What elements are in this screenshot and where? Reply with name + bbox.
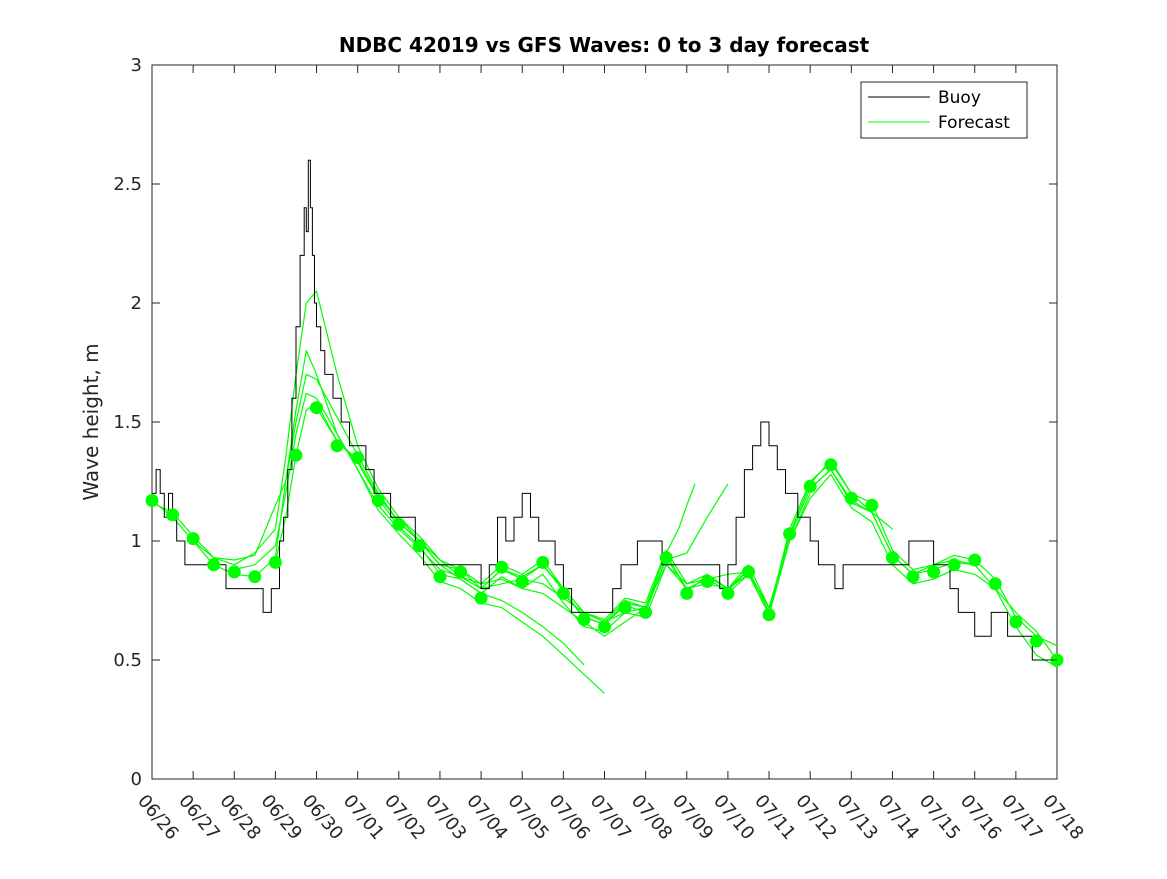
forecast-point [412,539,426,553]
forecast-point [1009,615,1023,629]
forecast-point [330,439,344,453]
forecast-point [474,591,488,605]
forecast-point [824,458,838,472]
forecast-point [248,570,262,584]
series-layer [145,159,1064,694]
forecast-point [886,551,899,565]
y-tick-label: 1 [131,531,142,552]
forecast-point [186,532,200,546]
y-tick-label: 1.5 [113,412,142,433]
forecast-point [536,555,550,569]
forecast-point [371,494,385,507]
y-tick-label: 2 [131,293,142,314]
legend: Buoy Forecast [860,81,1028,139]
forecast-point [598,620,611,634]
y-tick-label: 3 [131,55,142,76]
y-axis-label: Wave height, m [79,343,103,500]
legend-label-forecast: Forecast [938,113,1010,133]
forecast-point [618,601,632,615]
forecast-run-line-1 [151,290,585,666]
forecast-point [556,586,570,600]
forecast-point [906,570,920,584]
forecast-point [289,448,303,462]
forecast-point [968,553,982,567]
forecast-point [166,508,180,522]
forecast-point [947,558,961,572]
forecast-point [844,491,858,505]
y-tick-label: 2.5 [113,174,142,195]
forecast-point [659,551,673,565]
forecast-point [227,565,241,579]
forecast-point [700,575,714,588]
forecast-point [515,575,529,588]
legend-label-buoy: Buoy [938,88,981,108]
forecast-point [865,498,879,512]
y-tick-label: 0 [131,769,142,790]
forecast-point [762,608,776,622]
forecast-point [721,586,735,600]
buoy-series-line [152,159,1049,661]
forecast-point [268,555,282,569]
forecast-point [1029,634,1043,648]
forecast-point [454,565,467,579]
forecast-point [145,494,159,507]
forecast-point [680,586,694,600]
y-tick-label: 0.5 [113,650,142,671]
forecast-point [742,565,755,579]
forecast-run-line-4 [274,402,811,633]
forecast-point [577,613,591,626]
forecast-point [310,401,323,415]
forecast-point [639,605,653,619]
forecast-point [927,565,941,579]
forecast-point [392,517,406,531]
legend-box [860,81,1028,139]
forecast-point [783,527,797,541]
chart-title: NDBC 42019 vs GFS Waves: 0 to 3 day fore… [339,33,870,57]
forecast-point [803,479,817,493]
forecast-point [207,558,221,572]
forecast-point [351,451,365,465]
plot-area [151,64,1058,780]
forecast-point [988,577,1002,591]
forecast-point [495,560,509,574]
forecast-point [433,570,447,584]
